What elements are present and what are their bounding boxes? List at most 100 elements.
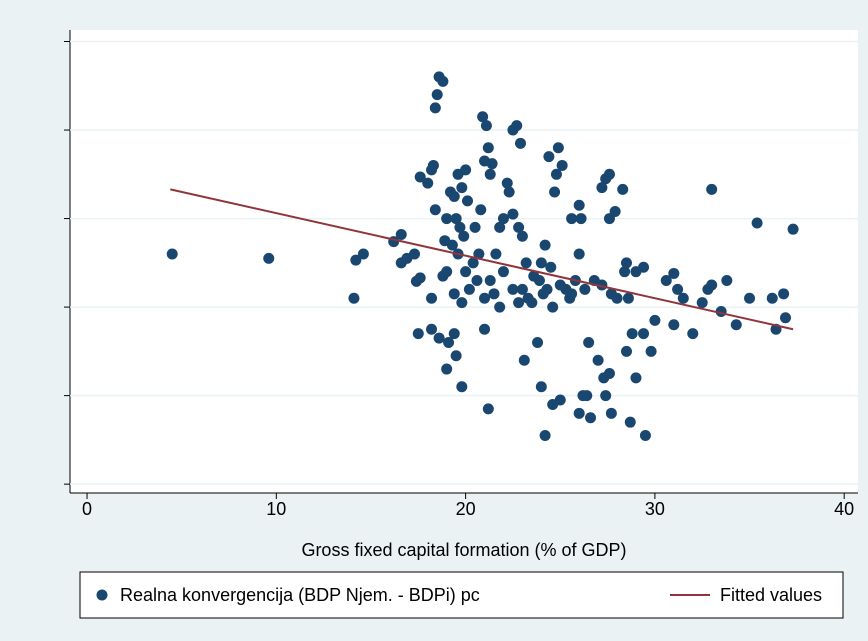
- point: [448, 190, 460, 202]
- point: [566, 213, 578, 225]
- point: [645, 345, 657, 357]
- point: [575, 213, 587, 225]
- legend-label: Fitted values: [720, 585, 822, 605]
- point: [518, 354, 530, 366]
- legend-label: Realna konvergencija (BDP Njem. - BDPi) …: [120, 585, 480, 605]
- point: [431, 89, 443, 101]
- point: [573, 407, 585, 419]
- point: [458, 230, 470, 242]
- point: [426, 292, 438, 304]
- point: [787, 223, 799, 235]
- point: [550, 168, 562, 180]
- point: [543, 151, 555, 163]
- point: [721, 275, 733, 287]
- point: [630, 372, 642, 384]
- point: [516, 283, 528, 295]
- point: [566, 288, 578, 300]
- point: [668, 319, 680, 331]
- point: [696, 297, 708, 309]
- point: [609, 205, 621, 217]
- point: [409, 248, 421, 260]
- point: [626, 328, 638, 340]
- point: [619, 266, 631, 278]
- x-tick-label: 40: [834, 499, 854, 519]
- legend: [79, 571, 844, 619]
- point: [516, 230, 528, 242]
- point: [660, 275, 672, 287]
- point: [475, 204, 487, 216]
- point: [494, 301, 506, 313]
- point: [462, 195, 474, 207]
- point: [638, 328, 650, 340]
- point: [537, 288, 549, 300]
- point: [467, 257, 479, 269]
- point: [471, 275, 483, 287]
- point: [503, 186, 515, 198]
- point: [539, 429, 551, 441]
- point: [446, 239, 458, 251]
- point: [605, 288, 617, 300]
- point: [441, 363, 453, 375]
- point: [395, 228, 407, 240]
- point: [494, 221, 506, 233]
- point: [448, 288, 460, 300]
- point: [778, 288, 790, 300]
- point: [513, 221, 525, 233]
- point: [456, 297, 468, 309]
- point: [528, 270, 540, 282]
- point: [450, 213, 462, 225]
- point: [454, 221, 466, 233]
- point: [545, 261, 557, 273]
- point: [672, 283, 684, 295]
- point: [482, 142, 494, 154]
- point: [480, 120, 492, 132]
- point: [583, 337, 595, 349]
- point: [617, 183, 629, 195]
- point: [456, 381, 468, 393]
- point: [639, 429, 651, 441]
- point: [482, 403, 494, 415]
- point: [621, 257, 633, 269]
- point: [433, 332, 445, 344]
- point: [456, 182, 468, 194]
- point: [460, 266, 472, 278]
- point: [497, 266, 509, 278]
- point: [511, 120, 523, 132]
- point: [479, 292, 491, 304]
- point: [488, 288, 500, 300]
- point: [437, 270, 449, 282]
- point: [573, 199, 585, 211]
- point: [507, 208, 519, 220]
- point: [552, 142, 564, 154]
- point: [501, 177, 513, 189]
- point: [507, 283, 519, 295]
- point: [437, 75, 449, 87]
- point: [479, 323, 491, 335]
- point: [429, 102, 441, 114]
- point: [513, 297, 525, 309]
- point: [469, 221, 481, 233]
- point: [484, 168, 496, 180]
- x-tick-label: 20: [456, 499, 476, 519]
- plot-area: [70, 30, 858, 493]
- point: [515, 137, 527, 149]
- point: [668, 267, 680, 279]
- point: [706, 279, 718, 291]
- point: [751, 217, 763, 229]
- point: [450, 350, 462, 362]
- point: [554, 394, 566, 406]
- point: [414, 171, 426, 183]
- point: [414, 272, 426, 284]
- point: [448, 328, 460, 340]
- point: [766, 292, 778, 304]
- point: [263, 252, 275, 264]
- point: [600, 390, 612, 402]
- point: [706, 183, 718, 195]
- point: [638, 261, 650, 273]
- point: [460, 164, 472, 176]
- point: [581, 390, 593, 402]
- point: [412, 328, 424, 340]
- point: [484, 275, 496, 287]
- point: [473, 248, 485, 260]
